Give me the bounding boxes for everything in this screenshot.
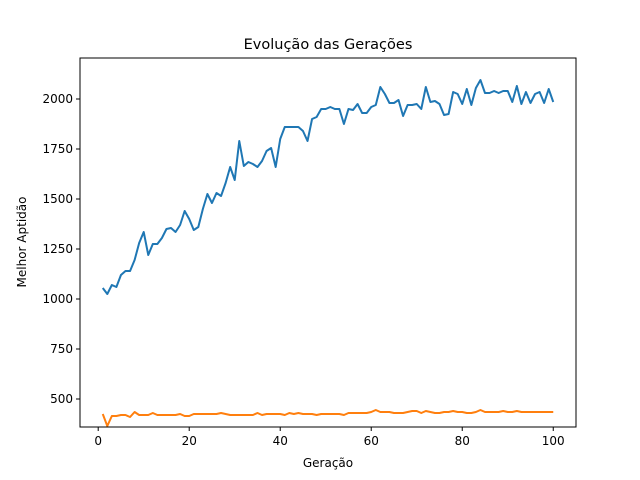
series-line-2 [101,409,554,427]
y-tick-label: 1750 [42,142,73,156]
y-tick-label: 500 [50,392,73,406]
y-axis-title: Melhor Aptidão [15,197,29,288]
y-tick-label: 1500 [42,192,73,206]
chart-title: Evolução das Gerações [244,37,413,53]
x-tick-label: 80 [455,434,470,448]
y-axis: 500 750 1000 1250 1500 1750 2000 [42,92,80,406]
y-tick-label: 1250 [42,242,73,256]
plot-frame [79,57,577,428]
x-tick-label: 0 [94,434,102,448]
x-tick-label: 100 [542,434,565,448]
y-tick-label: 1000 [42,292,73,306]
x-axis: 0 20 40 60 80 100 [94,427,565,448]
x-tick-label: 60 [364,434,379,448]
x-tick-label: 40 [273,434,288,448]
series-line-1 [101,79,555,295]
y-tick-label: 2000 [42,92,73,106]
y-tick-label: 750 [50,342,73,356]
series-group [101,79,555,427]
x-axis-title: Geração [303,456,353,470]
x-tick-label: 20 [182,434,197,448]
